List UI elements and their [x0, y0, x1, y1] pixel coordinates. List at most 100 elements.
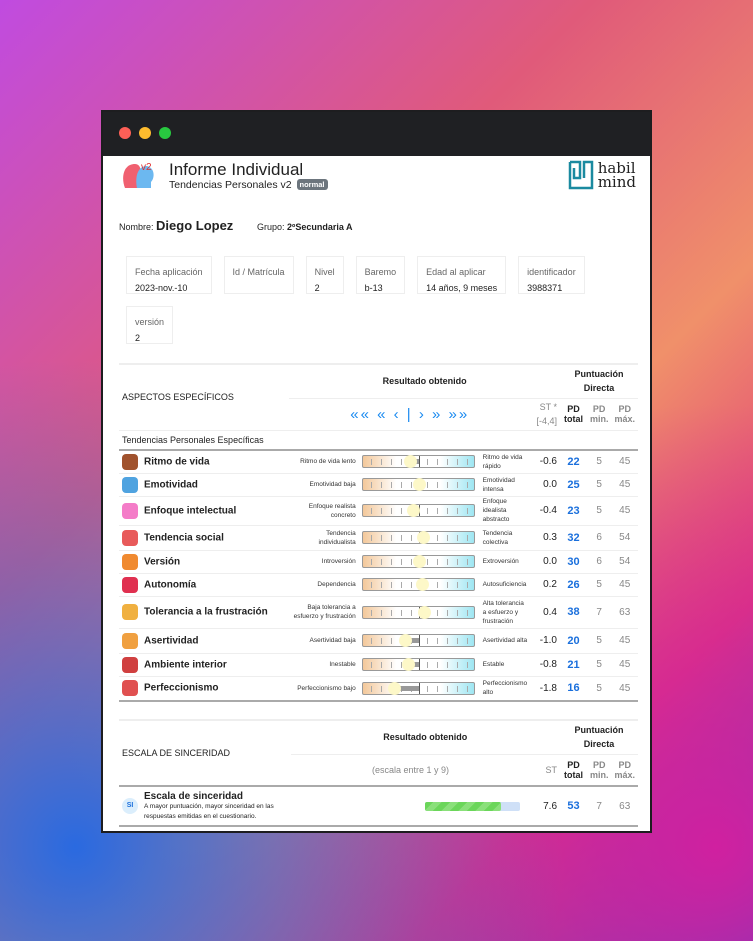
- scale-nav-arrows[interactable]: «« « ‹ | › » »»: [289, 397, 531, 430]
- info-card: Baremo b-13: [355, 256, 406, 294]
- pd-min-value: 5: [586, 472, 612, 496]
- pd-min-header: PD min.: [586, 753, 612, 786]
- aspect-row: Ambiente interior Inestable Estable -0.8…: [119, 652, 638, 676]
- section-title: ESCALA DE SINCERIDAD: [119, 719, 291, 786]
- card-label: Edad al aplicar: [426, 267, 486, 277]
- assertive-nodes-icon: [122, 632, 138, 649]
- st-value: -0.4: [530, 495, 560, 525]
- close-window-button[interactable]: [119, 127, 131, 139]
- aspect-name: Perfeccionismo: [144, 682, 219, 694]
- score-marker: [387, 681, 401, 695]
- aspect-name: Enfoque intelectual: [144, 504, 237, 516]
- aspect-name: Versión: [144, 555, 181, 567]
- aspect-row: Ritmo de vida Ritmo de vida lento Ritmo …: [119, 449, 638, 473]
- info-card: identificador 3988371: [518, 256, 585, 294]
- pd-min-value: 6: [586, 549, 612, 573]
- section-title: ASPECTOS ESPECÍFICOS: [119, 363, 290, 430]
- pd-total-value: 53: [560, 785, 587, 827]
- maximize-window-button[interactable]: [159, 127, 171, 139]
- high-pole-label: Emotividad intensa: [479, 472, 531, 496]
- st-value: -0.6: [530, 449, 560, 473]
- st-value: -1.8: [530, 675, 560, 701]
- card-value: 2: [135, 333, 141, 343]
- pd-max-value: 45: [611, 572, 638, 596]
- card-label: Nivel: [314, 267, 335, 277]
- pd-min-value: 5: [586, 652, 612, 676]
- aspect-name: Emotividad: [144, 478, 198, 490]
- card-label: versión: [135, 317, 165, 327]
- sincerity-badge-icon: SI: [122, 798, 138, 814]
- high-pole-label: Alta tolerancia a esfuerzo y frustración: [479, 595, 531, 628]
- pd-max-header: PD máx.: [611, 397, 638, 430]
- low-pole-label: Dependencia: [289, 572, 359, 596]
- extrovert-face-icon: [122, 553, 138, 570]
- student-name: Nombre: Diego Lopez: [119, 218, 233, 233]
- score-marker: [418, 605, 432, 619]
- score-bar: [361, 555, 475, 568]
- minimize-window-button[interactable]: [139, 127, 151, 139]
- card-value: 3988371: [527, 283, 563, 293]
- score-bar: [361, 531, 475, 544]
- aspect-row: Versión Introversión Extroversión 0.0 30…: [119, 549, 638, 573]
- score-marker: [398, 634, 412, 647]
- low-pole-label: Asertividad baja: [289, 627, 359, 653]
- high-pole-label: Asertividad alta: [479, 627, 531, 653]
- st-value: 7.6: [530, 785, 561, 827]
- pd-min-value: 7: [586, 595, 612, 628]
- aspect-row: Tendencia social Tendencia individualist…: [119, 524, 638, 550]
- aspect-name: Ambiente interior: [144, 658, 227, 670]
- high-pole-label: Enfoque idealista abstracto: [479, 495, 531, 525]
- norm-badge: normal: [296, 179, 328, 190]
- st-value: 0.0: [530, 549, 560, 573]
- pd-header: Puntuación Directa: [560, 363, 638, 398]
- pd-max-value: 45: [611, 675, 638, 701]
- score-bar: [361, 578, 475, 591]
- pd-min-value: 7: [586, 785, 612, 827]
- pd-max-value: 45: [611, 652, 638, 676]
- aspect-row: Tolerancia a la frustración Baja toleran…: [119, 595, 638, 628]
- chat-bubbles-icon: [122, 604, 138, 620]
- info-card: Id / Matrícula: [223, 256, 294, 294]
- low-pole-label: Enfoque realista concreto: [289, 495, 359, 525]
- card-value: b-13: [364, 283, 383, 293]
- high-pole-label: Estable: [479, 652, 531, 676]
- info-card: Edad al aplicar 14 años, 9 meses: [417, 256, 507, 294]
- test-logo-icon: v2: [121, 160, 157, 190]
- sincerity-bar: [424, 801, 520, 811]
- pd-total-value: 26: [560, 572, 587, 596]
- sincerity-row: SI Escala de sinceridad A mayor puntuaci…: [119, 785, 638, 827]
- browser-window: v2 Informe Individual Tendencias Persona…: [101, 110, 652, 833]
- info-card: Nivel 2: [305, 256, 344, 294]
- aspect-row: Asertividad Asertividad baja Asertividad…: [119, 627, 638, 653]
- score-marker: [415, 578, 429, 591]
- high-pole-label: Tendencia colectiva: [479, 524, 531, 550]
- st-value: -1.0: [530, 627, 560, 653]
- pd-min-value: 5: [586, 675, 612, 701]
- st-value: 0.4: [530, 595, 560, 628]
- aspect-name: Autonomía: [144, 578, 197, 590]
- student-group: Grupo: 2ºSecundaria A: [257, 222, 353, 232]
- deviation-fill: [393, 685, 419, 691]
- high-pole-label: Autosuficiencia: [479, 572, 531, 596]
- score-marker: [407, 504, 421, 517]
- aspect-name: Asertividad: [144, 634, 199, 646]
- high-pole-label: Extroversión: [479, 549, 531, 573]
- score-bar: [361, 658, 475, 671]
- brand-line1: habil: [597, 159, 636, 177]
- group-value: 2ºSecundaria A: [287, 222, 353, 232]
- pd-total-value: 21: [560, 652, 587, 676]
- group-title: Tendencias Personales Específicas: [119, 429, 638, 451]
- score-marker: [401, 658, 415, 671]
- scale-note: (escala entre 1 y 9): [290, 753, 531, 786]
- card-value: 2: [314, 283, 320, 293]
- pd-total-header: PD total: [560, 397, 587, 430]
- aspect-row: Autonomía Dependencia Autosuficiencia 0.…: [119, 572, 638, 596]
- low-pole-label: Baja tolerancia a esfuerzo y frustración: [289, 595, 359, 628]
- aspect-name: Ritmo de vida: [144, 456, 210, 468]
- score-marker: [404, 455, 418, 469]
- low-pole-label: Introversión: [289, 549, 359, 573]
- aspect-row: Enfoque intelectual Enfoque realista con…: [119, 495, 638, 525]
- card-label: Id / Matrícula: [232, 267, 285, 277]
- st-header: ST *: [539, 402, 557, 412]
- info-cards: Fecha aplicación 2023-nov.-10 Id / Matrícu…: [126, 256, 626, 344]
